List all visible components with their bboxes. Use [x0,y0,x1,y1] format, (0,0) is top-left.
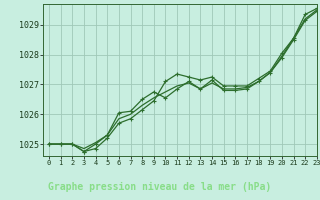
Text: Graphe pression niveau de la mer (hPa): Graphe pression niveau de la mer (hPa) [48,182,272,192]
